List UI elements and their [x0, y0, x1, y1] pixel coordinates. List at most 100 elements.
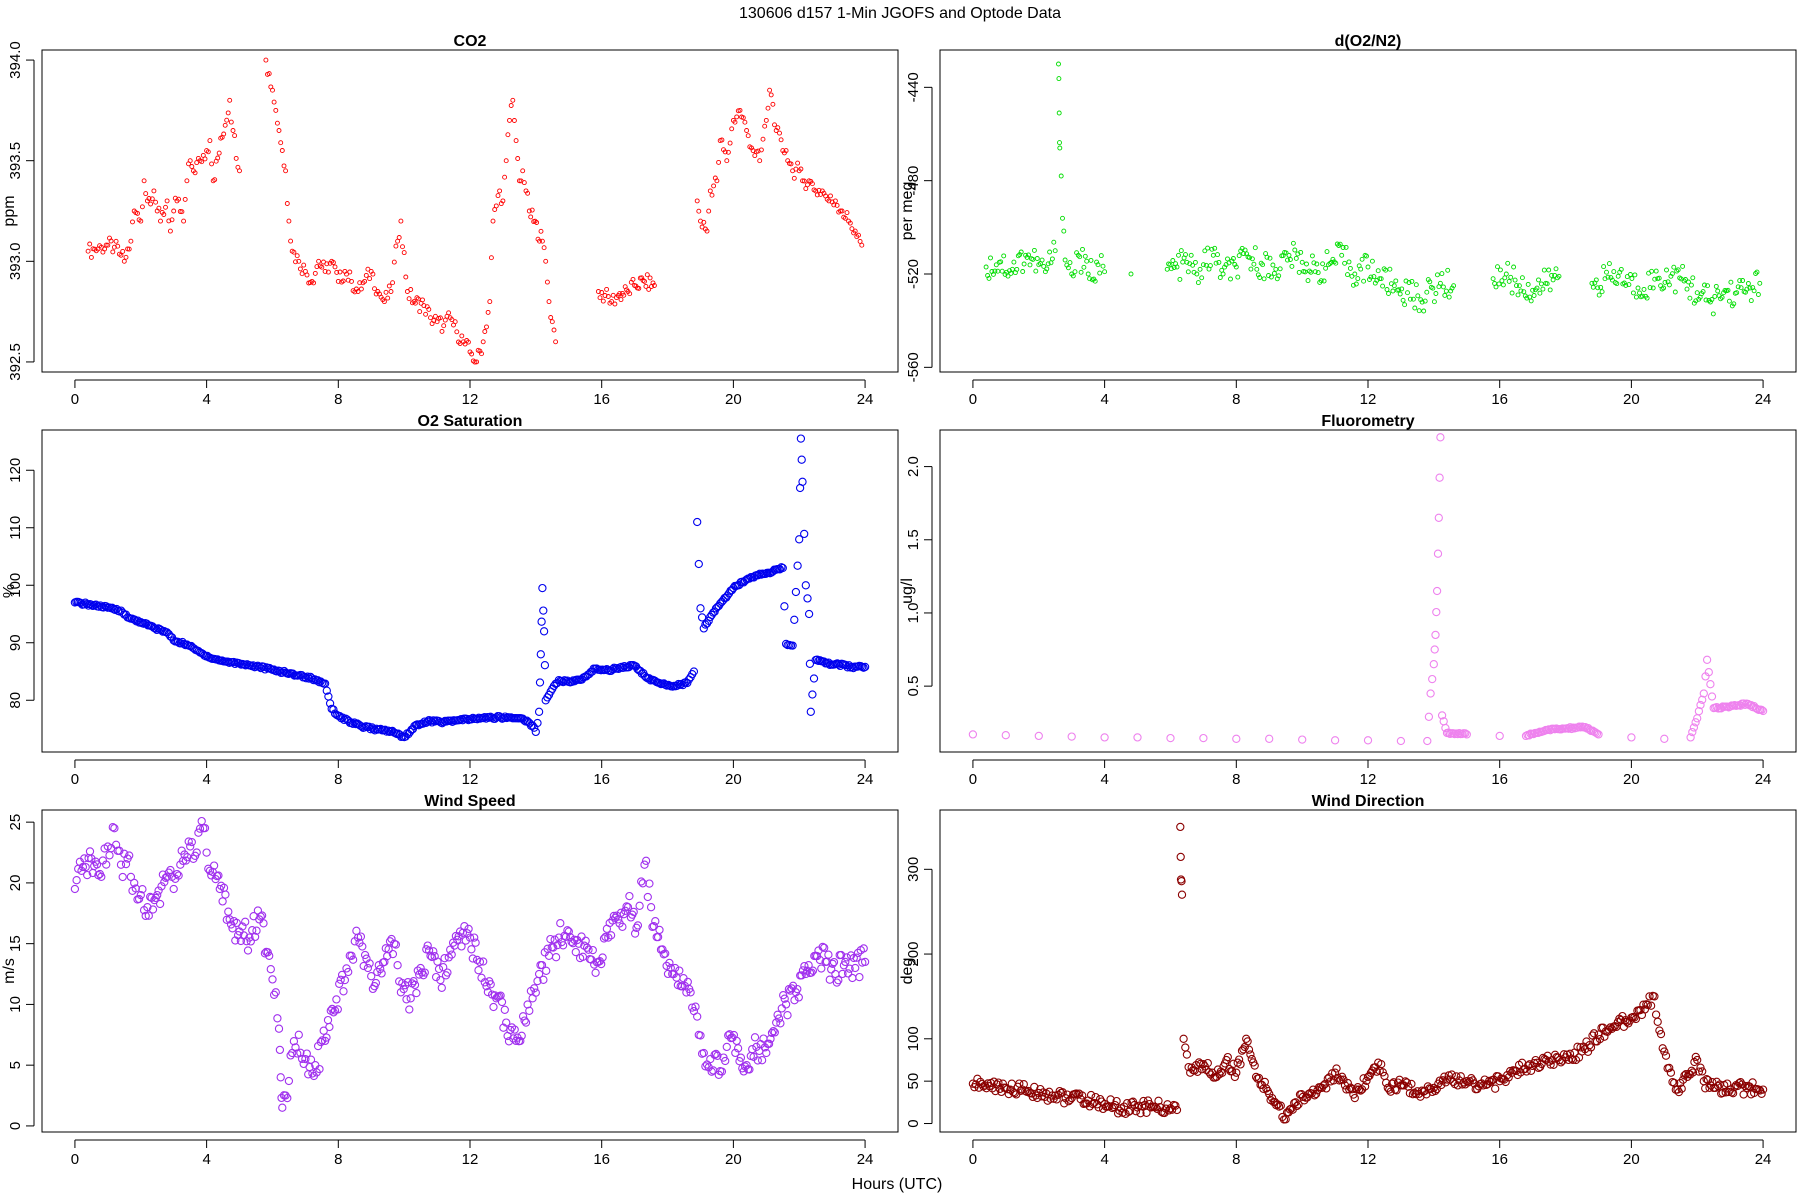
- windspeed-sample-point: [224, 907, 233, 916]
- windspeed-x-tick-label: 12: [462, 1151, 479, 1168]
- co2-data-point: [276, 128, 282, 133]
- do2n2-sample-point: [1653, 268, 1659, 274]
- windspeed-x-axis: 0 4 8 12 16 20 24: [71, 1139, 873, 1168]
- windspeed-sample-point: [551, 953, 561, 962]
- do2n2-sample-point: [1687, 295, 1693, 301]
- windspeed-sample-point: [409, 977, 418, 986]
- do2n2-sample-point: [1034, 256, 1040, 261]
- winddir-data-point: [1643, 1000, 1652, 1010]
- do2n2-sample-point: [1497, 267, 1503, 273]
- windspeed-sample-point: [641, 856, 651, 865]
- fluor-data-point: [1330, 736, 1340, 745]
- do2n2-sample-point: [1309, 253, 1315, 259]
- do2n2-sample-point: [1298, 249, 1304, 255]
- o2sat-sample-point: [803, 594, 812, 603]
- co2-data-point: [237, 168, 242, 174]
- o2sat-y-tick-label: 120: [7, 458, 24, 483]
- o2sat-sample-point: [808, 690, 817, 699]
- winddir-sample-point: [1464, 1078, 1473, 1087]
- do2n2-sample-point: [1735, 284, 1741, 290]
- do2n2-sample-point: [1369, 258, 1375, 264]
- fluor-data-point: [1462, 730, 1471, 739]
- o2sat-x-tick-label: 12: [462, 771, 479, 788]
- co2-sample-point: [722, 149, 728, 155]
- do2n2-sample-point: [1521, 289, 1527, 295]
- do2n2-sample-point: [1228, 276, 1233, 282]
- co2-sample-point: [156, 205, 162, 211]
- windspeed-sample-point: [489, 1002, 498, 1012]
- winddir-x-tick-label: 24: [1755, 1151, 1772, 1168]
- windspeed-sample-point: [774, 1014, 784, 1023]
- do2n2-sample-point: [1092, 278, 1098, 284]
- o2sat-sample-point: [809, 674, 819, 683]
- co2-data-point: [783, 148, 789, 154]
- co2-data-point: [546, 299, 552, 305]
- windspeed-data-point: [640, 860, 649, 869]
- co2-sample-point: [337, 269, 343, 275]
- do2n2-sample-point: [1596, 292, 1602, 298]
- do2n2-sample-point: [1604, 269, 1609, 275]
- do2n2-sample-point: [1650, 285, 1656, 291]
- do2n2-sample-point: [1680, 263, 1686, 269]
- co2-data-point: [520, 168, 526, 174]
- windspeed-sample-point: [776, 1019, 785, 1028]
- do2n2-sample-point: [1415, 293, 1421, 299]
- windspeed-data-point: [465, 933, 475, 942]
- windspeed-sample-point: [246, 937, 255, 946]
- windspeed-sample-point: [121, 859, 131, 869]
- windspeed-y-tick-label: 10: [7, 996, 24, 1013]
- co2-data-point: [490, 218, 496, 224]
- windspeed-sample-point: [273, 1014, 282, 1023]
- windspeed-sample-point: [480, 978, 489, 987]
- co2-sample-point: [610, 292, 616, 298]
- co2-sample-point: [284, 201, 290, 206]
- windspeed-title: Wind Speed: [424, 793, 515, 810]
- do2n2-sample-point: [1340, 245, 1346, 250]
- windspeed-sample-point: [507, 1023, 517, 1032]
- o2sat-sample-point: [364, 722, 374, 731]
- co2-sample-point: [301, 262, 307, 268]
- do2n2-data-point: [1247, 255, 1252, 261]
- co2-data-point: [105, 242, 111, 248]
- co2-data-point: [151, 188, 157, 194]
- do2n2-sample-point: [1229, 258, 1235, 264]
- co2-sample-point: [465, 339, 471, 345]
- o2sat-data-point: [531, 727, 540, 737]
- co2-data-point: [800, 178, 805, 184]
- co2-sample-point: [511, 118, 517, 123]
- co2-y-axis: 392.5 393.0 393.5 394.0: [7, 41, 35, 381]
- do2n2-sample-point: [1031, 247, 1037, 253]
- co2-sample-point: [403, 274, 409, 280]
- co2-sample-point: [179, 209, 185, 215]
- o2sat-sample-point: [223, 657, 232, 666]
- windspeed-sample-point: [138, 885, 147, 894]
- co2-sample-point: [358, 286, 364, 292]
- do2n2-sample-point: [1289, 263, 1295, 269]
- windspeed-sample-point: [828, 959, 837, 968]
- do2n2-sample-point: [1293, 255, 1299, 261]
- fluor-sample-point: [1691, 718, 1700, 727]
- do2n2-sample-point: [1033, 268, 1039, 274]
- co2-sample-point: [488, 255, 494, 261]
- o2sat-data-point: [788, 641, 797, 650]
- do2n2-sample-point: [1202, 248, 1208, 254]
- o2sat-sample-point: [694, 559, 703, 569]
- winddir-sample-point: [1665, 1063, 1674, 1073]
- co2-data-point: [227, 97, 233, 103]
- do2n2-x-axis: 0 4 8 12 16 20 24: [969, 379, 1771, 408]
- co2-sample-point: [169, 217, 175, 223]
- o2sat-sample-point: [655, 678, 664, 688]
- co2-sample-point: [621, 292, 627, 298]
- winddir-sample-point: [1386, 1087, 1395, 1096]
- co2-sample-point: [115, 243, 121, 249]
- do2n2-sample-point: [1018, 249, 1024, 255]
- do2n2-sample-point: [1512, 277, 1518, 283]
- windspeed-ylabel: m/s: [1, 958, 18, 984]
- winddir-sample-point: [1586, 1043, 1596, 1052]
- windspeed-sample-point: [269, 990, 279, 999]
- windspeed-x-tick-label: 16: [593, 1151, 610, 1168]
- windspeed-data-point: [271, 988, 280, 997]
- windspeed-data-point: [363, 963, 373, 973]
- windspeed-data-point: [406, 994, 415, 1003]
- windspeed-sample-point: [827, 965, 836, 974]
